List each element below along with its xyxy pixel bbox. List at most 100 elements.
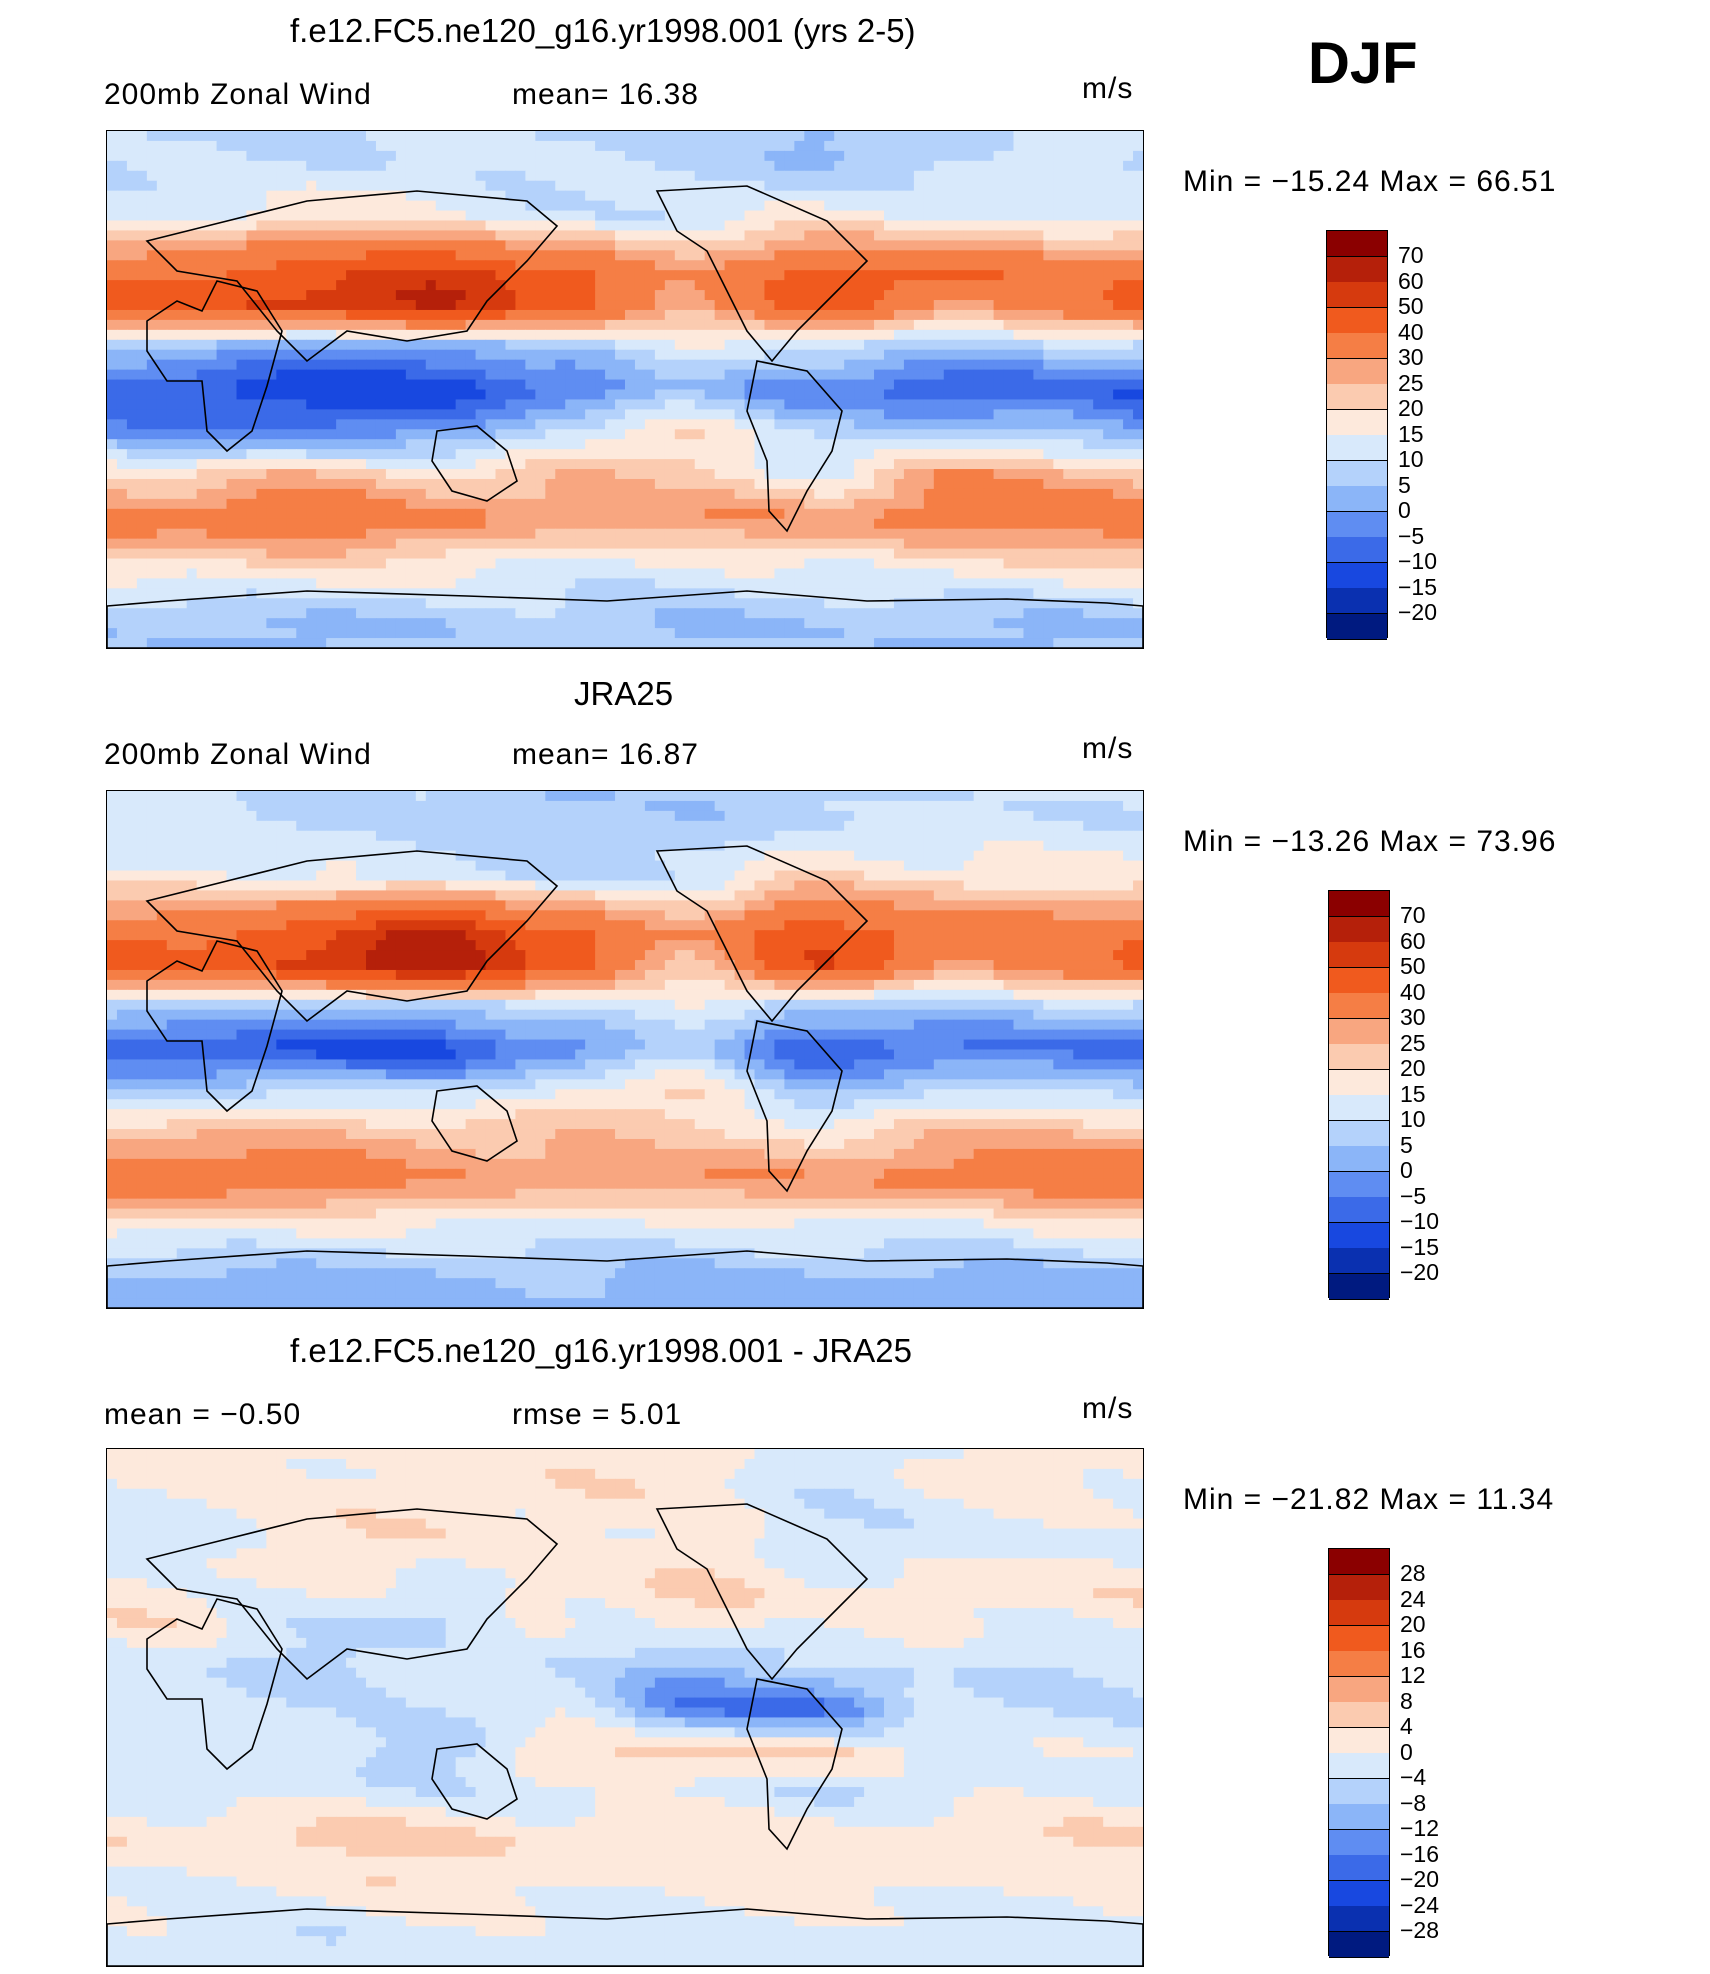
contour-cell [356, 300, 367, 311]
contour-cell [415, 319, 427, 331]
contour-cell [525, 459, 536, 470]
contour-cell [366, 180, 377, 192]
contour-cell [684, 250, 696, 261]
contour-cell [246, 518, 258, 530]
contour-cell [993, 478, 1005, 490]
contour-cell [1133, 359, 1143, 371]
contour-cell [226, 170, 238, 182]
contour-cell [1053, 409, 1064, 420]
contour-cell [495, 150, 507, 162]
contour-cell [485, 329, 497, 341]
contour-cell [933, 240, 945, 251]
contour-cell [893, 588, 905, 599]
contour-cell [1063, 160, 1074, 172]
contour-cell [1133, 180, 1143, 192]
contour-cell [435, 518, 447, 530]
contour-cell [346, 329, 357, 341]
contour-cell [714, 528, 726, 540]
contour-cell [475, 568, 487, 579]
contour-cell [445, 449, 457, 460]
contour-cell [664, 170, 676, 182]
contour-cell [336, 469, 347, 480]
contour-cell [774, 429, 785, 440]
contour-cell [1013, 150, 1025, 162]
contour-cell [684, 538, 696, 550]
contour-cell [884, 210, 895, 222]
contour-cell [236, 319, 248, 331]
contour-cell [415, 498, 427, 510]
contour-cell [246, 200, 258, 212]
contour-cell [485, 389, 497, 401]
contour-cell [744, 220, 756, 232]
contour-cell [186, 528, 198, 540]
contour-cell [1073, 598, 1084, 609]
contour-cell [266, 230, 277, 241]
contour-cell [505, 220, 517, 232]
contour-cell [893, 150, 905, 162]
contour-cell [246, 290, 258, 301]
contour-cell [535, 439, 546, 450]
contour-cell [1063, 240, 1074, 251]
contour-cell [316, 260, 327, 271]
contour-cell [216, 558, 228, 570]
contour-cell [864, 160, 875, 172]
contour-cell [824, 538, 835, 550]
contour-cell [176, 469, 188, 480]
contour-cell [366, 389, 377, 401]
contour-cell [605, 131, 616, 142]
contour-cell [844, 528, 855, 540]
contour-cell [196, 210, 208, 222]
contour-cell [644, 439, 656, 450]
contour-cell [1023, 518, 1035, 530]
contour-cell [306, 459, 317, 470]
contour-cell [774, 319, 785, 331]
contour-cell [615, 309, 626, 321]
contour-cell [874, 538, 885, 550]
contour-cell [336, 528, 347, 540]
contour-cell [326, 379, 337, 391]
contour-cell [366, 568, 377, 579]
contour-cell [615, 180, 626, 192]
contour-cell [834, 389, 845, 401]
contour-cell [495, 548, 507, 560]
contour-cell [196, 230, 208, 241]
contour-cell [405, 568, 417, 579]
contour-cell [575, 220, 586, 232]
contour-cell [276, 578, 287, 589]
contour-cell [1043, 280, 1054, 291]
contour-cell [943, 280, 955, 291]
contour-cell [605, 449, 616, 460]
contour-cell [595, 319, 606, 331]
contour-cell [226, 459, 238, 470]
contour-cell [644, 379, 656, 391]
contour-cell [744, 319, 756, 331]
contour-cell [176, 150, 188, 162]
contour-cell [684, 140, 696, 152]
contour-cell [993, 369, 1005, 381]
contour-cell [226, 369, 238, 381]
contour-cell [664, 250, 676, 261]
contour-cell [465, 210, 477, 222]
contour-cell [884, 518, 895, 530]
contour-cell [585, 319, 596, 331]
contour-cell [804, 449, 815, 460]
contour-cell [286, 419, 297, 430]
contour-cell [156, 270, 168, 281]
panel1-variable-label: 200mb Zonal Wind [104, 78, 372, 111]
contour-cell [116, 548, 128, 560]
contour-cell [276, 240, 287, 251]
contour-cell [226, 150, 238, 162]
contour-cell [973, 369, 985, 381]
contour-cell [1103, 190, 1114, 202]
contour-cell [445, 290, 457, 301]
contour-cell [764, 260, 776, 271]
contour-cell [625, 220, 636, 232]
contour-cell [415, 598, 427, 609]
contour-cell [585, 379, 596, 391]
contour-cell [1053, 598, 1064, 609]
contour-cell [674, 319, 686, 331]
contour-cell [1133, 210, 1143, 222]
contour-cell [684, 459, 696, 470]
contour-cell [1033, 389, 1044, 401]
contour-cell [963, 329, 975, 341]
